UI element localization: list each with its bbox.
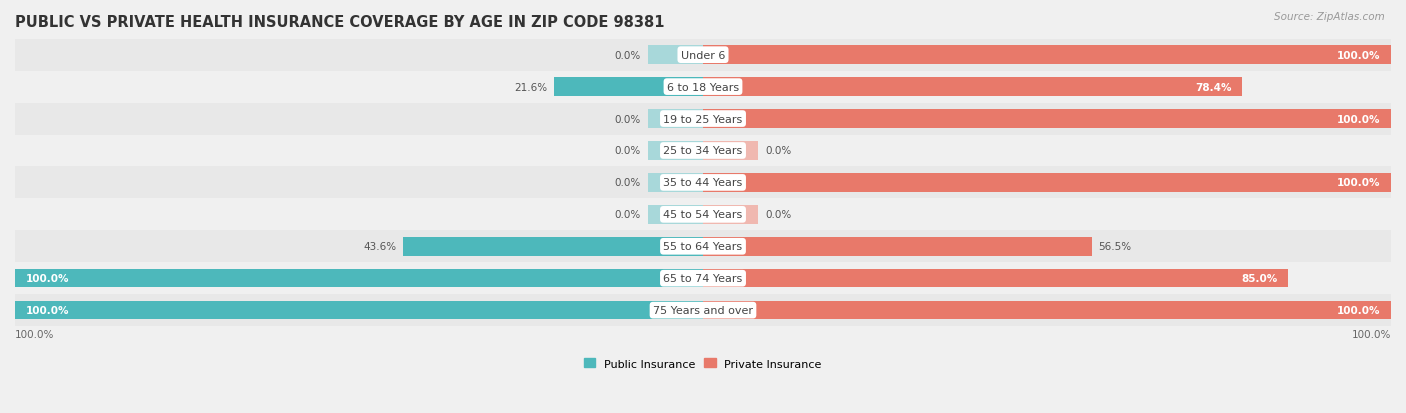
- Text: 78.4%: 78.4%: [1195, 83, 1232, 93]
- Bar: [703, 206, 758, 224]
- Bar: [15, 167, 1391, 199]
- Bar: [15, 231, 1391, 263]
- Text: 75 Years and over: 75 Years and over: [652, 305, 754, 316]
- Text: 100.0%: 100.0%: [15, 330, 55, 339]
- Bar: [15, 71, 1391, 103]
- Bar: [648, 174, 703, 192]
- Bar: [648, 110, 703, 128]
- Legend: Public Insurance, Private Insurance: Public Insurance, Private Insurance: [583, 358, 823, 369]
- Text: 45 to 54 Years: 45 to 54 Years: [664, 210, 742, 220]
- Bar: [404, 237, 703, 256]
- Bar: [15, 199, 1391, 231]
- Text: 6 to 18 Years: 6 to 18 Years: [666, 83, 740, 93]
- Bar: [703, 269, 1288, 288]
- Bar: [703, 110, 1391, 128]
- Text: 0.0%: 0.0%: [614, 178, 641, 188]
- Text: 35 to 44 Years: 35 to 44 Years: [664, 178, 742, 188]
- Text: 100.0%: 100.0%: [25, 273, 69, 284]
- Bar: [15, 269, 703, 288]
- Text: 0.0%: 0.0%: [614, 210, 641, 220]
- Bar: [15, 135, 1391, 167]
- Bar: [15, 294, 1391, 326]
- Text: 0.0%: 0.0%: [765, 210, 792, 220]
- Bar: [15, 40, 1391, 71]
- Text: 25 to 34 Years: 25 to 34 Years: [664, 146, 742, 156]
- Text: 100.0%: 100.0%: [1337, 178, 1381, 188]
- Text: 56.5%: 56.5%: [1098, 242, 1132, 252]
- Text: 65 to 74 Years: 65 to 74 Years: [664, 273, 742, 284]
- Text: 100.0%: 100.0%: [1337, 114, 1381, 124]
- Bar: [703, 301, 1391, 320]
- Text: 0.0%: 0.0%: [614, 50, 641, 61]
- Text: PUBLIC VS PRIVATE HEALTH INSURANCE COVERAGE BY AGE IN ZIP CODE 98381: PUBLIC VS PRIVATE HEALTH INSURANCE COVER…: [15, 15, 665, 30]
- Text: 100.0%: 100.0%: [25, 305, 69, 316]
- Text: 100.0%: 100.0%: [1351, 330, 1391, 339]
- Bar: [703, 46, 1391, 65]
- Text: Under 6: Under 6: [681, 50, 725, 61]
- Bar: [554, 78, 703, 97]
- Bar: [15, 263, 1391, 294]
- Text: 85.0%: 85.0%: [1241, 273, 1278, 284]
- Bar: [648, 46, 703, 65]
- Text: 19 to 25 Years: 19 to 25 Years: [664, 114, 742, 124]
- Bar: [648, 142, 703, 160]
- Bar: [703, 78, 1243, 97]
- Text: 43.6%: 43.6%: [363, 242, 396, 252]
- Text: 0.0%: 0.0%: [765, 146, 792, 156]
- Text: 21.6%: 21.6%: [515, 83, 547, 93]
- Bar: [703, 237, 1091, 256]
- Bar: [648, 206, 703, 224]
- Bar: [15, 301, 703, 320]
- Bar: [703, 142, 758, 160]
- Text: 100.0%: 100.0%: [1337, 305, 1381, 316]
- Text: 100.0%: 100.0%: [1337, 50, 1381, 61]
- Text: 0.0%: 0.0%: [614, 114, 641, 124]
- Text: Source: ZipAtlas.com: Source: ZipAtlas.com: [1274, 12, 1385, 22]
- Text: 55 to 64 Years: 55 to 64 Years: [664, 242, 742, 252]
- Text: 0.0%: 0.0%: [614, 146, 641, 156]
- Bar: [15, 103, 1391, 135]
- Bar: [703, 174, 1391, 192]
